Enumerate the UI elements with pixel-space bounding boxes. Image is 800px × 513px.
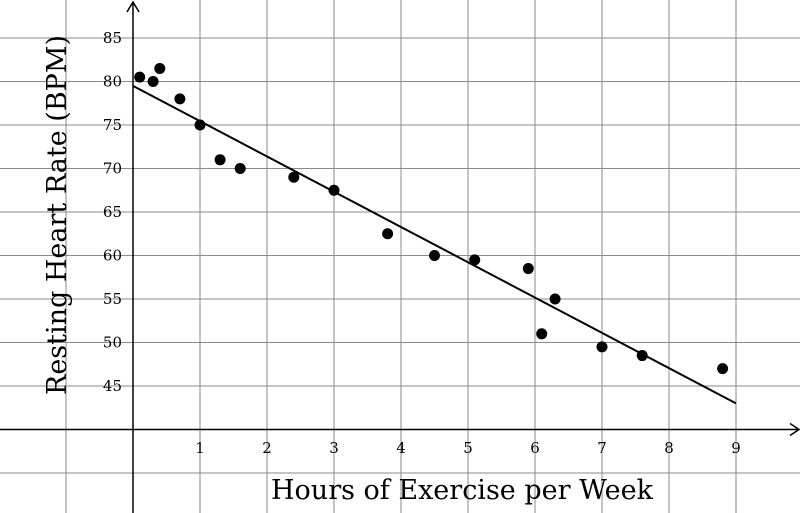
data-point: [214, 154, 226, 166]
x-tick-label: 1: [195, 439, 205, 457]
y-tick-label: 85: [103, 29, 122, 47]
x-tick-label: 2: [262, 439, 272, 457]
y-tick-label: 75: [103, 116, 122, 134]
y-tick-label: 80: [103, 73, 122, 91]
data-point: [328, 184, 340, 196]
data-point: [382, 228, 394, 240]
trend-line: [132, 84, 737, 405]
data-point: [469, 254, 481, 266]
y-tick-labels: 45 50 55 60 65 70 75 80 85: [103, 29, 122, 395]
data-point: [636, 350, 648, 362]
y-axis-title: Resting Heart Rate (BPM): [42, 35, 73, 395]
x-axis-arrow: [789, 422, 800, 437]
y-tick-label: 65: [103, 203, 122, 221]
data-point: [717, 363, 729, 375]
x-tick-labels: 1 2 3 4 5 6 7 8 9: [195, 439, 741, 457]
data-point: [288, 171, 300, 183]
x-tick-label: 3: [329, 439, 339, 457]
y-tick-label: 50: [103, 334, 122, 352]
x-tick-label: 4: [396, 439, 406, 457]
data-point: [522, 263, 534, 275]
data-point: [134, 71, 146, 83]
x-tick-label: 5: [463, 439, 473, 457]
x-tick-label: 7: [597, 439, 607, 457]
data-point: [234, 163, 246, 174]
x-tick-label: 8: [664, 439, 674, 457]
y-tick-label: 45: [103, 377, 122, 395]
x-tick-label: 9: [731, 439, 741, 457]
data-point: [596, 341, 608, 353]
x-tick-label: 6: [530, 439, 540, 457]
trend-line-group: [132, 84, 737, 405]
data-point: [154, 62, 166, 74]
data-point: [536, 328, 548, 340]
data-point: [194, 119, 206, 131]
y-tick-label: 55: [103, 290, 122, 308]
y-axis-arrow: [126, 0, 140, 13]
x-axis-title: Hours of Exercise per Week: [271, 475, 654, 506]
y-tick-label: 70: [103, 160, 122, 178]
data-points: [134, 62, 729, 375]
data-point: [147, 76, 159, 87]
y-tick-label: 60: [103, 247, 122, 265]
data-point: [429, 250, 440, 261]
data-point: [174, 93, 186, 105]
data-point: [549, 293, 561, 305]
